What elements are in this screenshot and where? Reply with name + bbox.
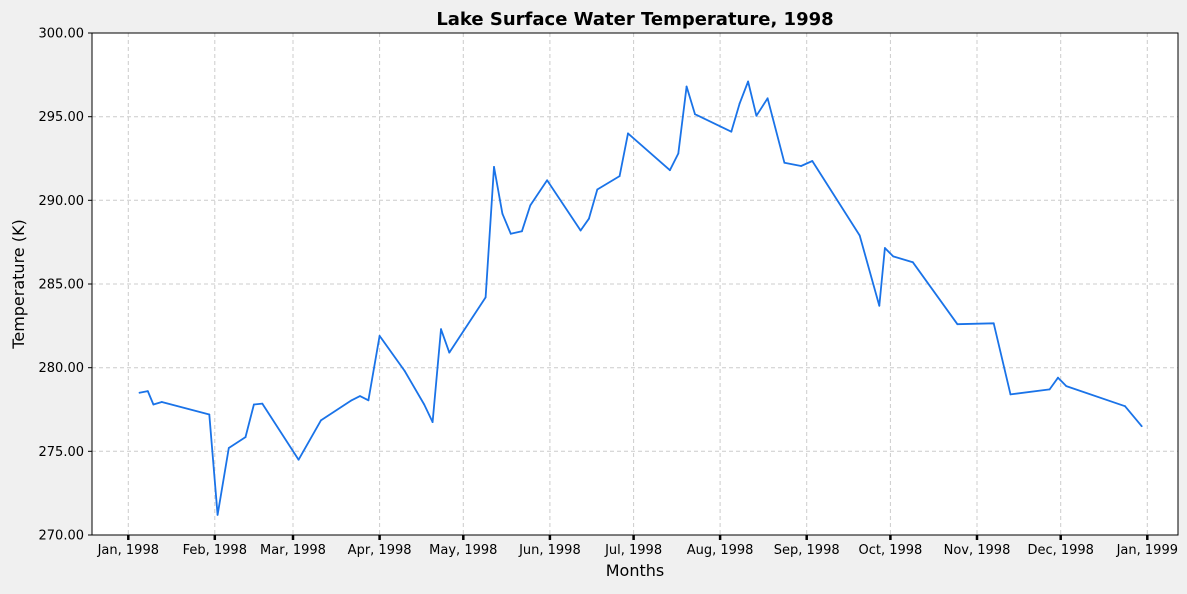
data-point [546,179,548,182]
data-point [685,85,688,88]
data-point [677,152,680,155]
data-point [367,399,370,402]
data-point [138,391,141,394]
x-tick-label: Sep, 1998 [774,543,840,558]
data-point [448,351,451,354]
data-point [261,402,264,405]
x-tick-label: Jan, 1999 [1116,543,1178,558]
data-point [227,447,230,449]
chart-title: Lake Surface Water Temperature, 1998 [436,9,833,30]
data-point [1065,385,1068,387]
data-point [884,247,886,249]
data-point [208,413,211,416]
y-tick-label: 270.00 [39,529,85,544]
data-point [1048,388,1051,391]
data-point [160,401,163,403]
temperature-series-line [139,80,1143,516]
data-point [1124,405,1126,408]
x-tick-label: Apr, 1998 [348,543,412,558]
x-axis: Jan, 1998 Feb, 1998 Mar, 1998 Apr, 1998 May,… [97,535,1178,558]
x-tick-label: Jun, 1998 [518,543,581,558]
data-point [146,390,149,392]
x-axis-title: Months [606,561,664,580]
x-tick-label: Jul, 1998 [604,543,662,558]
data-point [694,113,696,116]
data-point [509,232,512,235]
data-point [738,102,741,105]
data-point [431,421,434,423]
data-point [529,204,532,207]
y-tick-label: 295.00 [39,110,85,125]
y-tick-label: 300.00 [39,27,85,42]
data-point [403,370,406,372]
data-point [579,229,582,232]
x-tick-label: Jan, 1998 [97,543,159,558]
data-point [669,169,671,172]
data-point [596,188,599,191]
x-tick-label: Dec, 1998 [1027,543,1094,558]
data-point [588,217,590,220]
data-point [297,458,300,461]
y-tick-label: 285.00 [39,278,85,293]
data-point [730,130,733,133]
y-tick-label: 280.00 [39,361,85,376]
data-point [253,403,255,406]
data-point [216,514,219,516]
data-point [992,322,995,325]
data-point [1009,393,1012,396]
x-tick-label: Oct, 1998 [858,543,922,558]
data-point [320,419,322,422]
data-point [501,212,504,215]
data-point [783,161,786,164]
data-point [493,166,495,168]
data-point [423,403,426,406]
y-tick-label: 290.00 [39,194,85,209]
data-point [627,132,629,135]
data-point [484,296,487,299]
data-point [378,335,381,337]
data-point [811,160,814,162]
y-axis: 270.00 275.00 280.00 285.00 290.00 295.00 300.… [39,27,92,544]
x-tick-label: May, 1998 [429,543,497,558]
x-tick-label: Mar, 1998 [260,543,326,558]
data-point [878,304,881,307]
x-tick-label: Nov, 1998 [944,543,1011,558]
data-point [892,255,895,258]
y-axis-title: Temperature (K) [9,219,28,349]
data-point [800,165,802,167]
data-point [440,328,442,331]
data-point [911,261,914,264]
data-point [618,175,621,178]
data-point [858,234,861,237]
data-point [755,114,758,117]
data-point [521,230,523,233]
data-point [244,436,247,438]
x-tick-label: Feb, 1998 [183,543,247,558]
data-point [350,399,353,402]
data-point [766,97,769,100]
x-tick-label: Aug, 1998 [687,543,754,558]
series-layer [138,80,1143,516]
data-point [956,323,959,326]
data-point [1057,376,1059,379]
data-point [747,80,749,83]
y-tick-label: 275.00 [39,445,85,460]
data-point [152,403,155,406]
data-point [1140,425,1143,428]
data-point [359,395,361,397]
